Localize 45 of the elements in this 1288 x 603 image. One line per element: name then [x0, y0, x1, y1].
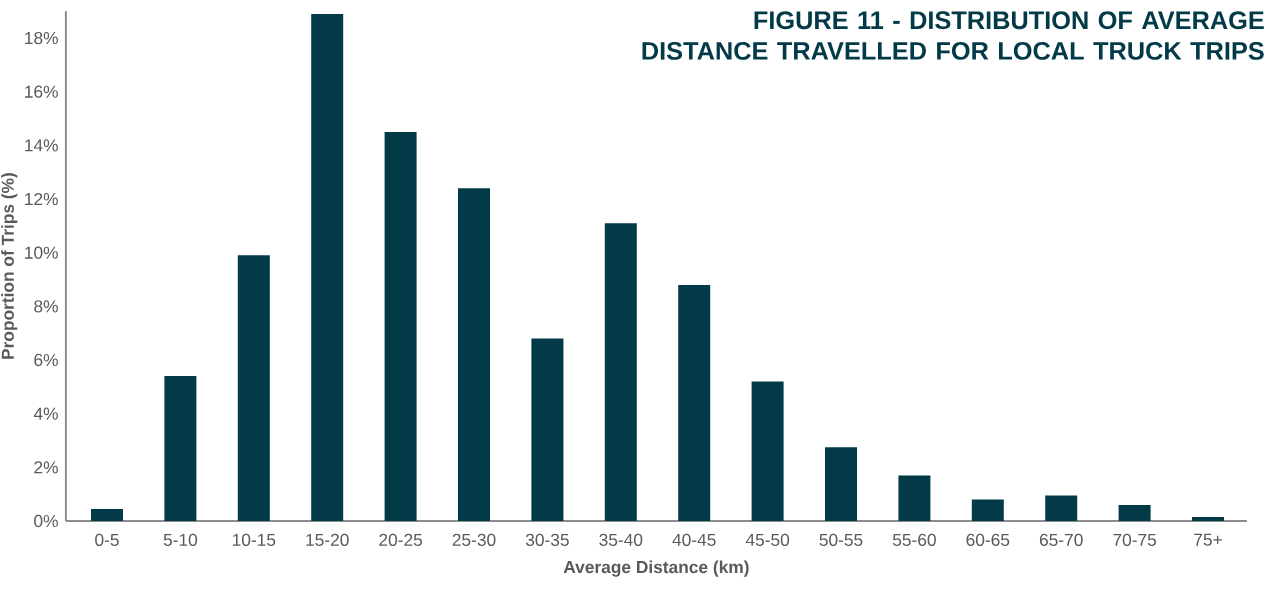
- x-tick-label: 45-50: [745, 533, 790, 546]
- x-tick-label: 15-20: [306, 533, 349, 546]
- x-tick-label: 35-40: [599, 533, 643, 546]
- x-tick-label: 5-10: [163, 533, 198, 546]
- bar: [604, 223, 637, 521]
- x-tick-label: 50-55: [819, 533, 863, 546]
- bar: [91, 508, 123, 521]
- y-tick-label: 4%: [33, 407, 58, 420]
- bar: [898, 475, 931, 521]
- bar: [164, 376, 197, 521]
- x-tick-label: 25-30: [452, 533, 496, 546]
- x-tick-label: 65-70: [1039, 533, 1083, 546]
- bar: [311, 13, 344, 521]
- y-axis-title: Proportion of Trips (%): [1, 173, 18, 359]
- bar: [458, 188, 490, 521]
- chart-title: FIGURE 11 - DISTRIBUTION OF AVERAGE DISTANCE TRAVELLED FOR LOCAL TRUCK TRIPS: [642, 11, 1264, 60]
- bar: [971, 499, 1004, 521]
- y-tick-label: 8%: [34, 300, 58, 313]
- bar: [751, 381, 784, 521]
- bar: [531, 338, 564, 521]
- x-tick-label: 70-75: [1113, 533, 1157, 546]
- y-tick-label: 10%: [25, 246, 58, 259]
- bar: [1118, 504, 1151, 521]
- y-tick-label: 14%: [25, 139, 58, 152]
- x-tick-label: 75+: [1194, 533, 1222, 546]
- bar: [678, 284, 711, 521]
- y-tick-label: 0%: [34, 514, 58, 528]
- x-tick-label: 55-60: [892, 533, 936, 546]
- x-tick-label: 20-25: [379, 533, 423, 546]
- x-tick-label: 10-15: [232, 533, 276, 546]
- bar: [384, 131, 417, 521]
- x-tick-label: 60-65: [966, 533, 1010, 546]
- x-axis-title: Average Distance (km): [563, 560, 749, 577]
- bar: [1045, 495, 1078, 521]
- y-tick-label: 6%: [34, 353, 58, 367]
- y-tick-label: 12%: [25, 192, 58, 206]
- x-tick-label: 40-45: [672, 533, 716, 546]
- bar: [825, 447, 858, 521]
- y-tick-label: 16%: [25, 85, 58, 98]
- x-tick-label: 30-35: [525, 533, 569, 546]
- x-tick-label: 0-5: [95, 533, 119, 546]
- y-tick-label: 2%: [34, 461, 58, 474]
- y-tick-label: 18%: [25, 31, 58, 45]
- bar: [1192, 516, 1225, 521]
- bar: [237, 255, 270, 521]
